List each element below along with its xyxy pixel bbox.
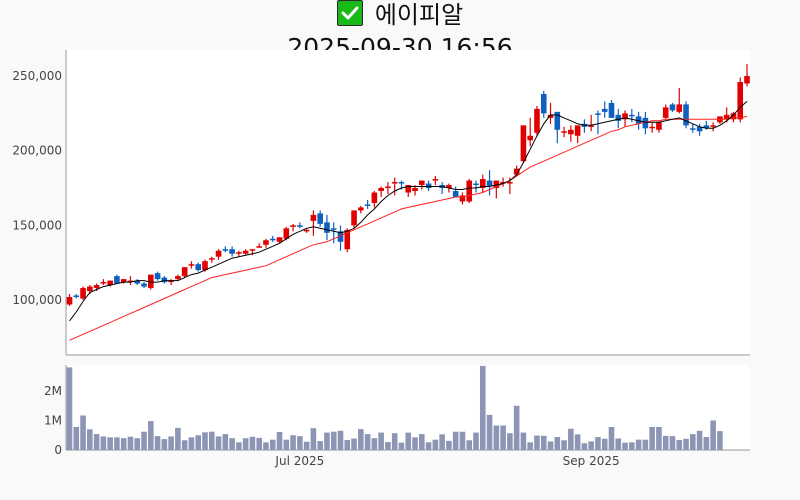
ma-long-line [69,115,748,341]
volume-tick-label: 0 [54,443,62,457]
price-plot-area [66,50,750,355]
volume-tick-label: 1M [44,414,62,428]
volume-tick-label: 2M [44,384,62,398]
check-mark-button-icon [336,0,363,26]
stock-name: 에이피알 [374,1,464,29]
candles [66,64,750,306]
volume-bars [66,365,723,450]
price-tick-labels: 100,000 150,000 200,000 250,000 [12,69,62,307]
price-tick-label: 250,000 [12,69,62,83]
date-tick-labels: Jul 2025 Sep 2025 [274,454,619,468]
chart-title: 에이피알 [0,0,800,30]
ma-short-line [69,101,748,322]
price-tick-label: 200,000 [12,144,62,158]
price-tick-label: 100,000 [12,293,62,307]
price-tick-label: 150,000 [12,218,62,232]
volume-tick-labels: 0 1M 2M [44,384,62,457]
date-tick-label: Jul 2025 [274,454,324,468]
date-tick-label: Sep 2025 [563,454,620,468]
